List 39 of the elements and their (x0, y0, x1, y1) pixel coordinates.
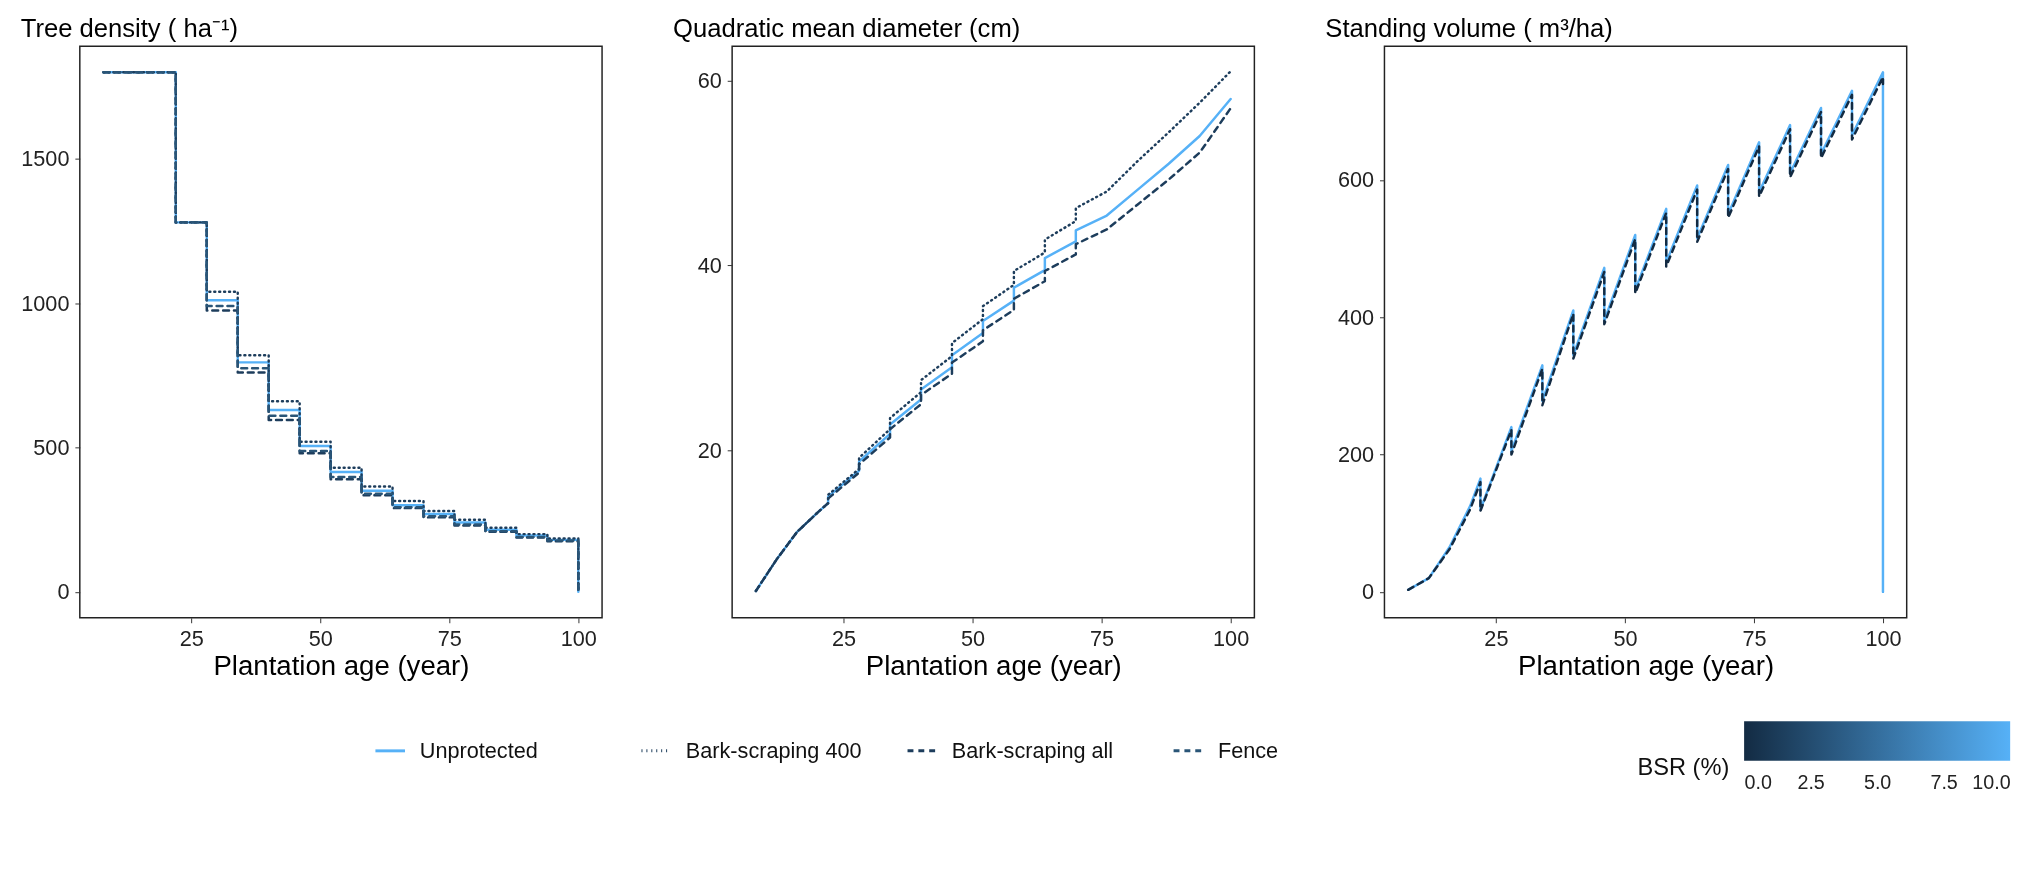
color-bar-label: 7.5 (1930, 770, 1958, 793)
x-axis-title: Plantation age (year) (865, 650, 1122, 682)
x-tick-label: 25 (832, 625, 857, 651)
x-tick-label: 50 (961, 625, 986, 651)
x-tick-label: 50 (1613, 625, 1638, 651)
x-tick-label: 25 (179, 625, 204, 651)
x-tick-label: 50 (308, 625, 333, 651)
color-bar-title: BSR (%) (1637, 754, 1730, 781)
chart-title: Quadratic mean diameter (cm) (673, 14, 1021, 43)
legend-label: Fence (1217, 737, 1279, 763)
chart-title: Standing volume ( m³/ha) (1325, 14, 1613, 43)
legend-label: Unprotected (419, 737, 538, 763)
color-bar-label: 5.0 (1863, 770, 1892, 793)
y-tick-label: 20 (697, 437, 722, 463)
x-axis-title: Plantation age (year) (1518, 650, 1775, 682)
y-tick-label: 500 (33, 434, 70, 460)
x-tick-label: 100 (1213, 625, 1250, 651)
y-tick-label: 600 (1337, 167, 1375, 193)
y-tick-label: 0 (1362, 579, 1375, 605)
y-tick-label: 60 (697, 67, 722, 93)
chart-title: Tree density ( ha⁻¹) (20, 14, 238, 43)
x-tick-label: 25 (1484, 625, 1509, 651)
legend-label: Bark-scraping 400 (685, 737, 862, 763)
x-axis-title: Plantation age (year) (213, 650, 470, 682)
color-bar-label: 0.0 (1744, 770, 1773, 793)
y-tick-label: 1000 (21, 290, 70, 316)
x-tick-label: 75 (437, 625, 462, 651)
y-tick-label: 40 (697, 252, 722, 278)
legend-label: Bark-scraping all (951, 737, 1114, 763)
x-tick-label: 75 (1090, 625, 1115, 651)
y-tick-label: 400 (1337, 304, 1375, 330)
y-tick-label: 0 (57, 579, 70, 605)
color-bar-label: 2.5 (1797, 770, 1825, 793)
color-bar-label: 10.0 (1972, 770, 2011, 793)
x-tick-label: 75 (1742, 625, 1767, 651)
y-tick-label: 200 (1337, 441, 1375, 467)
y-tick-label: 1500 (21, 146, 70, 172)
x-tick-label: 100 (1865, 625, 1902, 651)
x-tick-label: 100 (560, 625, 597, 651)
